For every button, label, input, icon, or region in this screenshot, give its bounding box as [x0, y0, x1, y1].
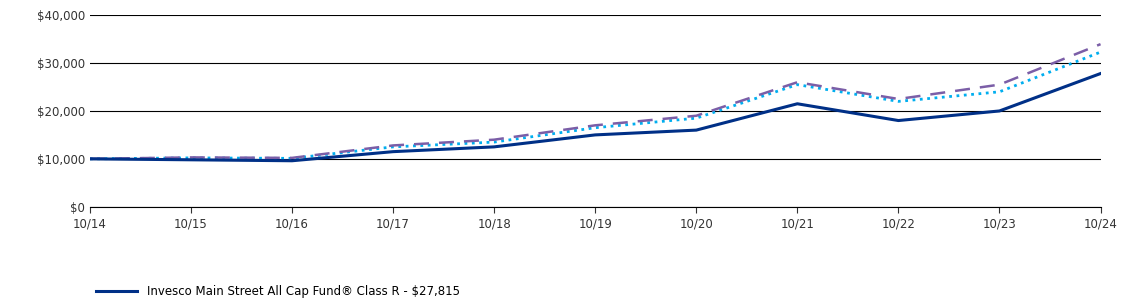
Russell 3000® Index - $32,298 — [487, 140, 501, 144]
S&P 500® Index - $33,950 — [285, 156, 299, 160]
Line: S&P 500® Index - $33,950: S&P 500® Index - $33,950 — [90, 44, 1101, 159]
Russell 3000® Index - $32,298 — [285, 157, 299, 160]
Russell 3000® Index - $32,298 — [993, 90, 1006, 94]
S&P 500® Index - $33,950 — [386, 143, 400, 147]
Russell 3000® Index - $32,298 — [892, 100, 905, 103]
S&P 500® Index - $33,950 — [184, 156, 198, 159]
S&P 500® Index - $33,950 — [1094, 42, 1107, 46]
Invesco Main Street All Cap Fund® Class R - $27,815 — [184, 158, 198, 162]
Russell 3000® Index - $32,298 — [184, 156, 198, 160]
Russell 3000® Index - $32,298 — [386, 145, 400, 149]
Russell 3000® Index - $32,298 — [690, 116, 703, 120]
S&P 500® Index - $33,950 — [892, 97, 905, 101]
Russell 3000® Index - $32,298 — [1094, 50, 1107, 54]
Line: Russell 3000® Index - $32,298: Russell 3000® Index - $32,298 — [90, 52, 1101, 159]
Line: Invesco Main Street All Cap Fund® Class R - $27,815: Invesco Main Street All Cap Fund® Class … — [90, 74, 1101, 161]
Invesco Main Street All Cap Fund® Class R - $27,815 — [892, 119, 905, 123]
Invesco Main Street All Cap Fund® Class R - $27,815 — [791, 102, 804, 105]
Legend: Invesco Main Street All Cap Fund® Class R - $27,815, Russell 3000® Index - $32,2: Invesco Main Street All Cap Fund® Class … — [95, 285, 459, 304]
S&P 500® Index - $33,950 — [487, 138, 501, 142]
Invesco Main Street All Cap Fund® Class R - $27,815 — [83, 157, 97, 161]
Invesco Main Street All Cap Fund® Class R - $27,815 — [1094, 72, 1107, 75]
Russell 3000® Index - $32,298 — [791, 83, 804, 86]
Invesco Main Street All Cap Fund® Class R - $27,815 — [993, 109, 1006, 113]
Invesco Main Street All Cap Fund® Class R - $27,815 — [285, 159, 299, 163]
S&P 500® Index - $33,950 — [791, 80, 804, 84]
S&P 500® Index - $33,950 — [993, 83, 1006, 86]
S&P 500® Index - $33,950 — [588, 123, 602, 127]
Invesco Main Street All Cap Fund® Class R - $27,815 — [386, 150, 400, 154]
Russell 3000® Index - $32,298 — [588, 126, 602, 130]
S&P 500® Index - $33,950 — [83, 157, 97, 161]
Russell 3000® Index - $32,298 — [83, 157, 97, 161]
Invesco Main Street All Cap Fund® Class R - $27,815 — [588, 133, 602, 137]
Invesco Main Street All Cap Fund® Class R - $27,815 — [487, 145, 501, 149]
S&P 500® Index - $33,950 — [690, 114, 703, 118]
Invesco Main Street All Cap Fund® Class R - $27,815 — [690, 128, 703, 132]
